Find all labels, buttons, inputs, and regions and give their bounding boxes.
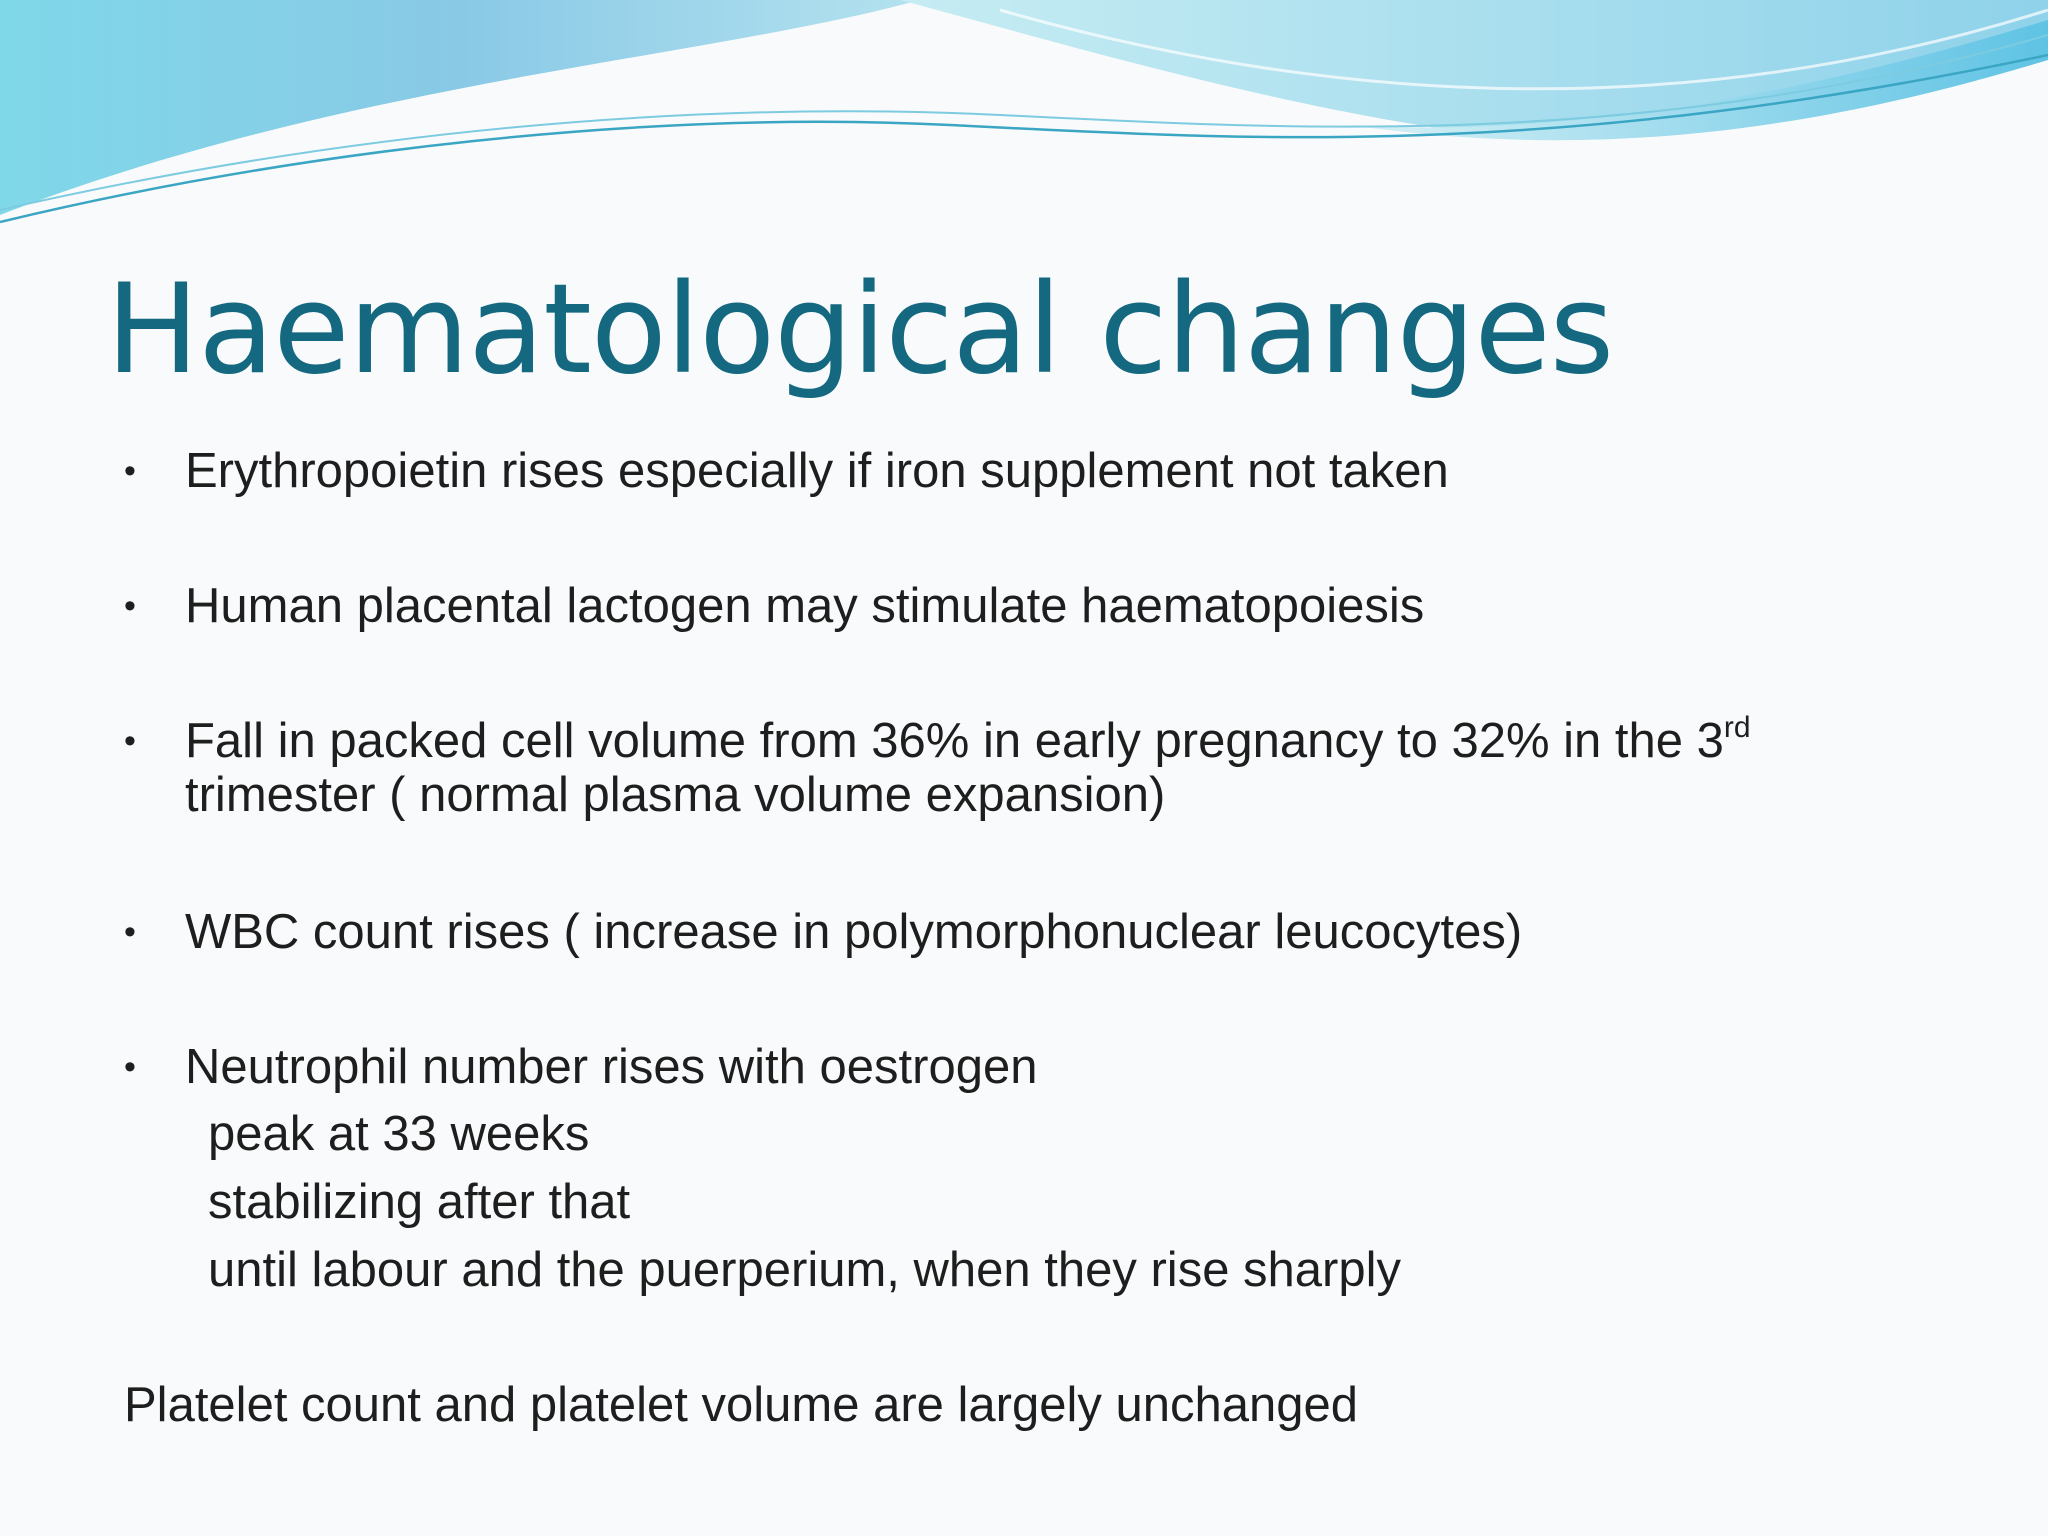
ordinal-superscript: rd	[1723, 711, 1751, 744]
wave-band-left	[0, 0, 920, 215]
wave-line-2	[0, 34, 2048, 211]
bullet-marker: •	[124, 1048, 136, 1086]
packed-cell-volume-text: Fall in packed cell volume from 36% in e…	[185, 714, 1724, 768]
bullet-marker: •	[124, 722, 136, 760]
bullet-marker: •	[124, 452, 136, 490]
bullet-item-wbc-count: WBC count rises ( increase in polymorpho…	[185, 905, 1523, 959]
bullet-marker: •	[124, 587, 136, 625]
bullet-item-packed-cell-volume-line1: Fall in packed cell volume from 36% in e…	[185, 713, 1751, 769]
bullet-marker: •	[124, 913, 136, 951]
wave-line-3	[999, 8, 2048, 91]
bullet-item-erythropoietin: Erythropoietin rises especially if iron …	[185, 444, 1449, 498]
neutrophil-subline: stabilizing after that	[208, 1175, 631, 1229]
neutrophil-subline: peak at 33 weeks	[208, 1107, 590, 1161]
header-wave-decoration	[0, 0, 2048, 224]
wave-band-right-deep	[1350, 20, 2048, 141]
bullet-item-neutrophil: Neutrophil number rises with oestrogen	[185, 1040, 1038, 1094]
neutrophil-subline: until labour and the puerperium, when th…	[208, 1243, 1402, 1297]
bullet-item-placental-lactogen: Human placental lactogen may stimulate h…	[185, 579, 1425, 633]
wave-line-1	[0, 53, 2048, 224]
slide-title: Haematological changes	[106, 258, 1614, 402]
platelet-note: Platelet count and platelet volume are l…	[124, 1378, 1358, 1432]
bullet-item-packed-cell-volume-line2: trimester ( normal plasma volume expansi…	[185, 768, 1166, 822]
